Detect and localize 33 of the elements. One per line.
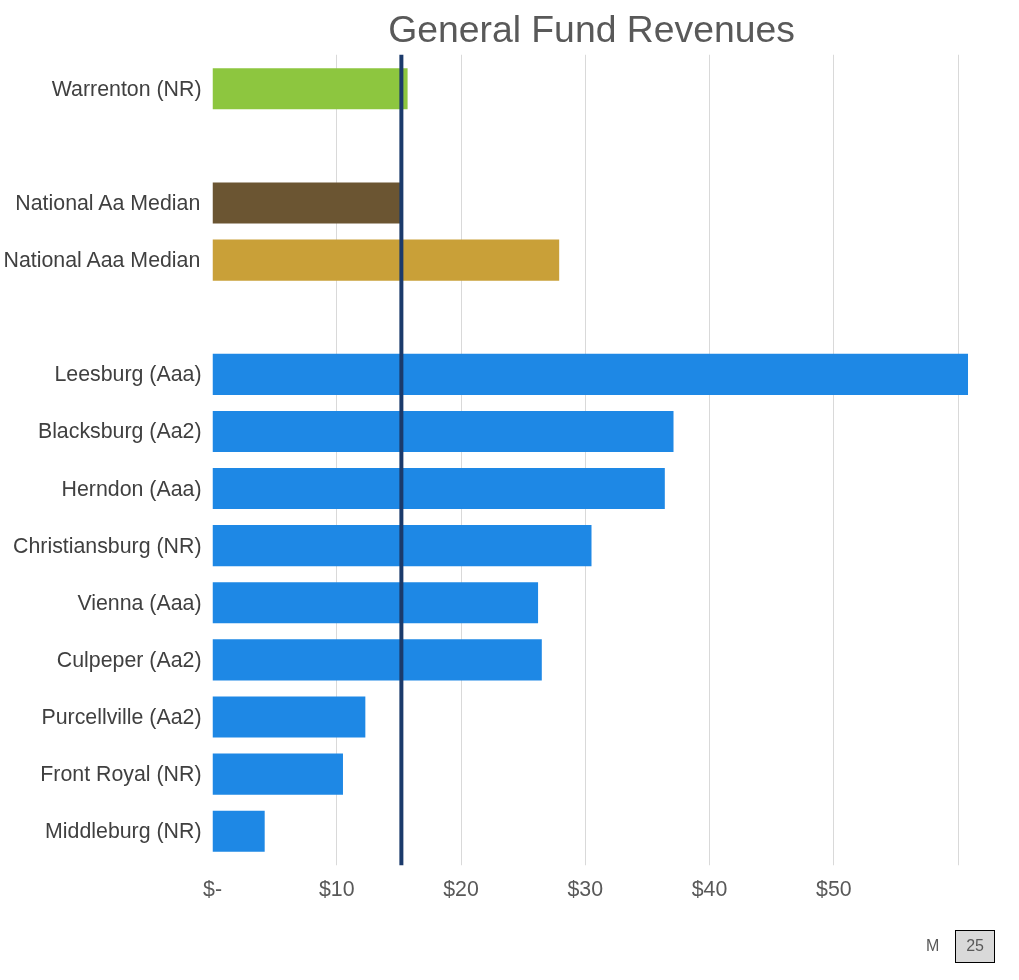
x-tick-label: $- bbox=[203, 876, 222, 901]
y-tick-label: National Aa Median bbox=[15, 190, 201, 215]
bar bbox=[212, 639, 542, 681]
x-tick-label: $40 bbox=[691, 876, 728, 901]
y-tick-label: National Aaa Median bbox=[3, 248, 201, 273]
y-tick-label: Blacksburg (Aa2) bbox=[37, 419, 202, 444]
y-tick-label: Front Royal (NR) bbox=[40, 762, 202, 787]
x-tick-label: $10 bbox=[318, 876, 355, 901]
bar bbox=[212, 353, 969, 395]
bar bbox=[212, 810, 265, 852]
y-tick-label: Middleburg (NR) bbox=[45, 819, 202, 844]
bar bbox=[212, 582, 539, 624]
text: 25 bbox=[955, 930, 995, 963]
y-tick-label: Vienna (Aaa) bbox=[77, 590, 202, 615]
x-tick-label: $50 bbox=[816, 876, 852, 901]
bar bbox=[212, 68, 408, 110]
bar bbox=[212, 239, 560, 281]
bar bbox=[212, 753, 343, 795]
bar bbox=[212, 696, 366, 738]
bar bbox=[212, 182, 401, 224]
y-tick-label: Warrenton (NR) bbox=[51, 76, 202, 101]
text: M bbox=[924, 936, 941, 956]
bar bbox=[212, 410, 674, 452]
y-tick-label: Culpeper (Aa2) bbox=[56, 647, 202, 672]
x-tick-label: $20 bbox=[443, 876, 479, 901]
y-tick-label: Purcellville (Aa2) bbox=[41, 705, 202, 730]
x-tick-label: $30 bbox=[567, 876, 604, 901]
y-tick-label: Leesburg (Aaa) bbox=[54, 362, 202, 387]
y-tick-label: Christiansburg (NR) bbox=[13, 533, 202, 558]
chart-title: General Fund Revenues bbox=[388, 7, 795, 50]
y-tick-label: Herndon (Aaa) bbox=[61, 476, 202, 501]
bar bbox=[212, 525, 592, 567]
bar bbox=[212, 468, 665, 510]
